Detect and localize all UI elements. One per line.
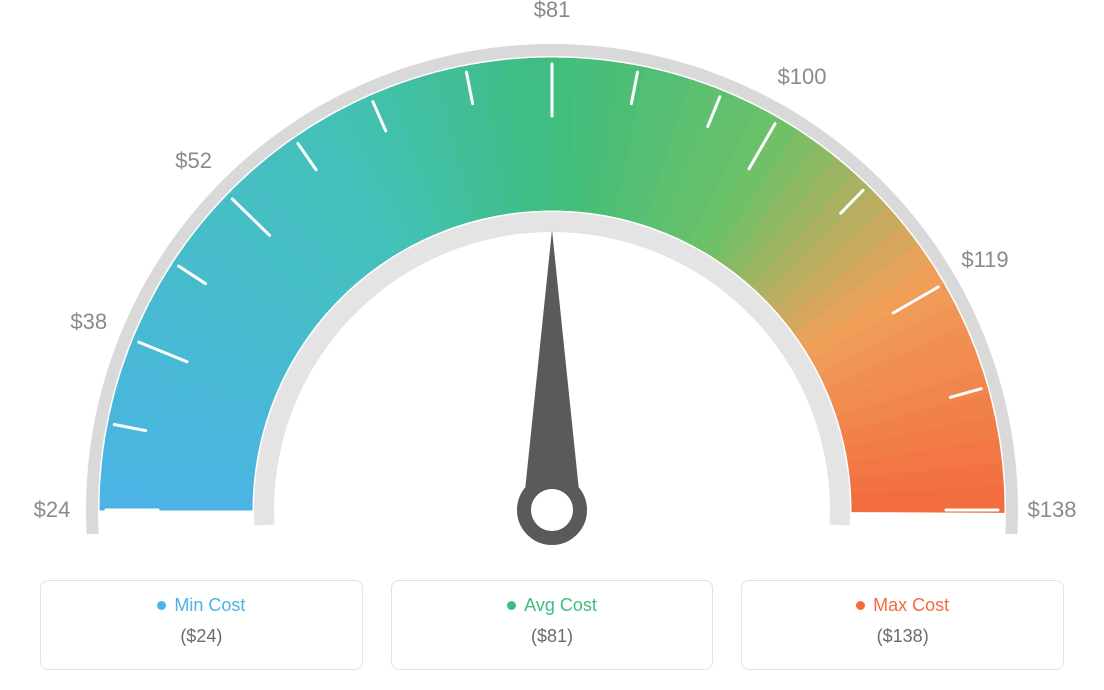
legend-title-max-text: Max Cost — [873, 595, 949, 616]
tick-label: $81 — [534, 0, 571, 23]
legend-title-avg-text: Avg Cost — [524, 595, 597, 616]
dot-icon-min — [157, 601, 166, 610]
legend-card-min: Min Cost ($24) — [40, 580, 363, 670]
tick-label: $119 — [961, 247, 1008, 273]
legend-title-min-text: Min Cost — [174, 595, 245, 616]
legend-value-max: ($138) — [752, 626, 1053, 647]
dot-icon-max — [856, 601, 865, 610]
tick-label: $52 — [175, 148, 212, 174]
cost-gauge-container: $24 $38 $52 $81 $100 $119 $138 Min Cost ($24) … — [0, 0, 1104, 690]
legend-title-avg: Avg Cost — [507, 595, 597, 616]
tick-label: $100 — [778, 64, 827, 90]
gauge-svg — [0, 0, 1104, 560]
legend-card-max: Max Cost ($138) — [741, 580, 1064, 670]
legend-title-min: Min Cost — [157, 595, 245, 616]
legend-value-min: ($24) — [51, 626, 352, 647]
tick-label: $24 — [34, 497, 71, 523]
legend-card-avg: Avg Cost ($81) — [391, 580, 714, 670]
legend-title-max: Max Cost — [856, 595, 949, 616]
tick-label: $138 — [1028, 497, 1077, 523]
tick-label: $38 — [70, 309, 107, 335]
dot-icon-avg — [507, 601, 516, 610]
legend-value-avg: ($81) — [402, 626, 703, 647]
gauge-area: $24 $38 $52 $81 $100 $119 $138 — [0, 0, 1104, 560]
legend-row: Min Cost ($24) Avg Cost ($81) Max Cost (… — [0, 580, 1104, 670]
